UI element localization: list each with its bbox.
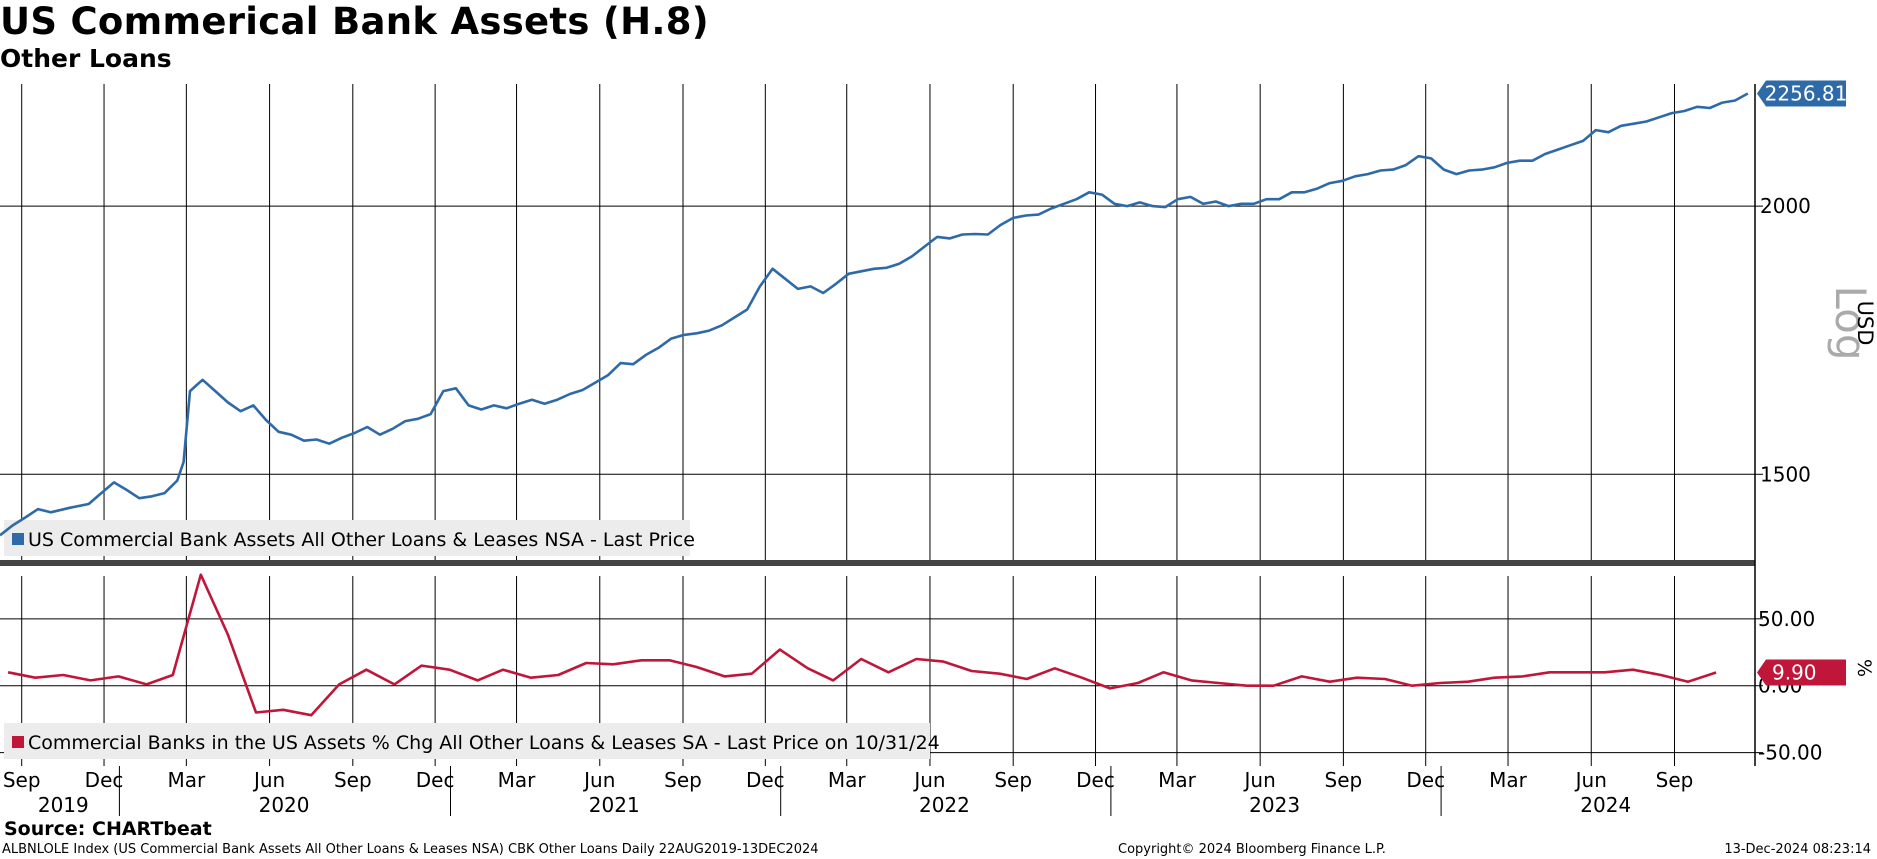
source-note: Source: CHARTbeat — [4, 818, 212, 840]
y-axis-label-usd: USD — [1853, 301, 1877, 346]
series-line-pct-change — [7, 573, 1717, 717]
axis-labels: Sep Dec Mar Jun Sep Dec Mar Jun Sep Dec Mar Jun Sep D… — [3, 80, 1848, 817]
chart-title: US Commerical Bank Assets (H.8) — [0, 0, 709, 43]
year-label: 2020 — [259, 793, 310, 817]
year-label: 2021 — [589, 793, 640, 817]
x-tick-label: Sep — [1656, 768, 1694, 792]
x-tick-label: Jun — [1243, 768, 1276, 792]
horizontal-gridlines — [0, 205, 1755, 754]
footer-copyright: Copyright© 2024 Bloomberg Finance L.P. — [1118, 842, 1386, 857]
last-value-label-loans: 2256.81 — [1765, 82, 1848, 106]
series-line-loans — [0, 92, 1749, 537]
legend-bottom: Commercial Banks in the US Assets % Chg … — [4, 723, 940, 759]
y-tick-label-top: 1500 — [1760, 462, 1811, 486]
x-tick-label: Jun — [582, 768, 615, 792]
footer-ticker-info: ALBNLOLE Index (US Commercial Bank Asset… — [2, 842, 819, 857]
x-tick-label: Mar — [498, 768, 537, 792]
x-tick-label: Mar — [1489, 768, 1528, 792]
y-axis-label-percent: % — [1853, 659, 1875, 677]
panel-divider — [0, 560, 1755, 566]
x-tick-label: Dec — [746, 768, 785, 792]
log-scale-label: Log — [1826, 285, 1875, 360]
x-tick-label: Sep — [664, 768, 702, 792]
year-label: 2023 — [1249, 793, 1300, 817]
legend-top: US Commercial Bank Assets All Other Loan… — [4, 520, 695, 556]
year-label: 2019 — [38, 793, 89, 817]
year-label: 2022 — [919, 793, 970, 817]
y-tick-label-bottom: -50.00 — [1758, 741, 1822, 765]
panel-frames — [0, 84, 1756, 766]
x-tick-label: Dec — [1076, 768, 1115, 792]
x-tick-label: Sep — [1325, 768, 1363, 792]
x-tick-label: Mar — [1158, 768, 1197, 792]
last-value-tag-pct-change — [1757, 659, 1846, 686]
x-tick-label: Jun — [1574, 768, 1607, 792]
legend-label-loans: US Commercial Bank Assets All Other Loan… — [28, 529, 695, 551]
series-lines — [0, 92, 1749, 717]
x-tick-label: Sep — [3, 768, 41, 792]
y-tick-label-bottom: 50.00 — [1758, 607, 1815, 631]
gridlines — [21, 84, 1675, 766]
year-label: 2024 — [1580, 793, 1631, 817]
legend-swatch-blue — [12, 533, 24, 545]
x-tick-label: Dec — [416, 768, 455, 792]
x-tick-label: Mar — [828, 768, 867, 792]
x-tick-label: Jun — [252, 768, 285, 792]
x-tick-label: Dec — [1406, 768, 1445, 792]
x-tick-label: Dec — [85, 768, 124, 792]
x-tick-label: Sep — [334, 768, 372, 792]
last-value-tag-loans — [1757, 80, 1846, 107]
chart-subtitle: Other Loans — [0, 44, 172, 73]
legend-label-pct-change: Commercial Banks in the US Assets % Chg … — [28, 732, 940, 754]
x-tick-label: Sep — [994, 768, 1032, 792]
last-value-label-pct-change: 9.90 — [1772, 660, 1817, 684]
footer-timestamp: 13-Dec-2024 08:23:14 — [1724, 842, 1871, 857]
y-tick-label-top: 2000 — [1760, 194, 1811, 218]
x-tick-label: Mar — [167, 768, 206, 792]
x-tick-label: Jun — [912, 768, 945, 792]
legend-swatch-red — [12, 736, 24, 748]
